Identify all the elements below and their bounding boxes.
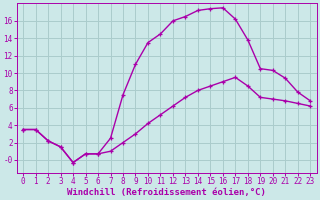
X-axis label: Windchill (Refroidissement éolien,°C): Windchill (Refroidissement éolien,°C) [67, 188, 266, 197]
